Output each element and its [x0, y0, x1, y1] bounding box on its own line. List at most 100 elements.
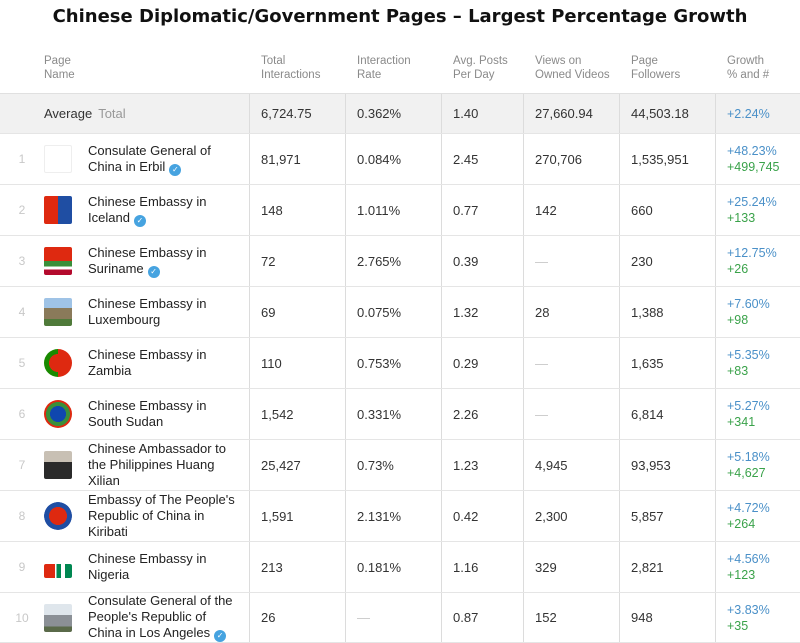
page-followers: 1,635 [631, 355, 664, 371]
column-divider [619, 185, 620, 235]
posts-per-day: 1.23 [453, 457, 479, 473]
video-views: 329 [535, 559, 557, 575]
rank-number: 4 [18, 305, 26, 319]
header-text: Page [631, 55, 658, 67]
growth-cell: +25.24% +133 [727, 185, 777, 235]
page-name-link[interactable]: Chinese Embassy in Luxembourg [88, 287, 248, 337]
table-row[interactable]: 7 Chinese Ambassador to the Philippines Hu… [0, 439, 800, 490]
interaction-rate: 0.084% [357, 151, 402, 167]
rank-number: 5 [18, 356, 26, 370]
column-divider [715, 287, 716, 337]
header-text: Views on [535, 55, 582, 67]
header-text: % and # [727, 69, 770, 81]
header-posts-per-day[interactable]: Avg. Posts Per Day [453, 54, 508, 82]
page-name-link[interactable]: Chinese Embassy in Nigeria [88, 542, 248, 592]
video-views: — [535, 253, 548, 269]
page-followers: 1,535,951 [631, 151, 689, 167]
posts-per-day: 0.87 [453, 610, 479, 625]
growth-percent: +25.24% [727, 195, 777, 209]
total-interactions: 148 [261, 202, 283, 218]
column-divider [715, 236, 716, 286]
page-avatar[interactable] [44, 338, 74, 388]
header-interactions[interactable]: Total Interactions [261, 54, 320, 82]
growth-cell: +48.23% +499,745 [727, 134, 779, 184]
column-divider [249, 389, 250, 439]
column-divider [345, 542, 346, 592]
column-divider [441, 338, 442, 388]
column-divider [441, 134, 442, 184]
column-divider [249, 236, 250, 286]
growth-cell: +3.83% +35 [727, 593, 770, 642]
column-divider [249, 593, 250, 642]
page-avatar[interactable] [44, 389, 74, 439]
header-followers[interactable]: Page Followers [631, 54, 680, 82]
page-name-link[interactable]: Chinese Embassy in Zambia [88, 338, 248, 388]
table-row[interactable]: 1 Consulate General of China in Erbil ✓ 81,9… [0, 133, 800, 184]
table-row[interactable]: 5 Chinese Embassy in Zambia 110 0.753% 0.29 — 1… [0, 337, 800, 388]
page-name-link[interactable]: Consulate General of China in Erbil ✓ [88, 134, 248, 184]
table-row[interactable]: 6 Chinese Embassy in South Sudan 1,542 0.331… [0, 388, 800, 439]
page-avatar[interactable] [44, 593, 74, 642]
page-avatar[interactable] [44, 287, 74, 337]
page-avatar[interactable] [44, 236, 74, 286]
page-name-link[interactable]: Chinese Embassy in Iceland ✓ [88, 185, 248, 235]
header-growth[interactable]: Growth % and # [727, 54, 769, 82]
rank-number: 7 [18, 458, 26, 472]
column-divider [715, 389, 716, 439]
column-divider [345, 440, 346, 490]
interaction-rate: 0.753% [357, 355, 402, 371]
column-divider [715, 134, 716, 184]
average-rate: 0.362% [357, 106, 402, 121]
column-divider [249, 287, 250, 337]
ambassador-portrait-icon [44, 451, 72, 479]
posts-per-day: 0.29 [453, 355, 479, 371]
china-nigeria-flags-icon [44, 563, 72, 578]
posts-per-day: 0.42 [453, 508, 479, 524]
growth-percent: +4.56% [727, 552, 770, 566]
column-divider [345, 236, 346, 286]
page-name-link[interactable]: Embassy of The People's Republic of China… [88, 491, 248, 541]
table-row[interactable]: 8 Embassy of The People's Republic of Chin… [0, 490, 800, 541]
page-avatar[interactable] [44, 134, 74, 184]
growth-percent: +3.83% [727, 602, 770, 617]
page-name-link[interactable]: Consulate General of the People's Republi… [88, 593, 248, 642]
page-followers: 1,388 [631, 304, 664, 320]
column-divider [619, 236, 620, 286]
total-interactions: 26 [261, 610, 276, 625]
growth-percent: +7.60% [727, 297, 770, 311]
interaction-rate: 0.075% [357, 304, 402, 320]
column-divider [523, 185, 524, 235]
page-avatar[interactable] [44, 440, 74, 490]
header-text: Name [44, 69, 75, 81]
page-avatar[interactable] [44, 185, 74, 235]
table-row[interactable]: 4 Chinese Embassy in Luxembourg 69 0.075% 1.3… [0, 286, 800, 337]
column-divider [345, 134, 346, 184]
page-name-link[interactable]: Chinese Embassy in Suriname ✓ [88, 236, 248, 286]
header-views[interactable]: Views on Owned Videos [535, 54, 610, 82]
page-name-line: Nigeria [88, 567, 130, 582]
page-name-line: Consulate General of the [88, 593, 233, 608]
table-row[interactable]: 10 Consulate General of the People's Repub… [0, 592, 800, 643]
page-avatar[interactable] [44, 542, 74, 592]
column-divider [345, 338, 346, 388]
page-name-link[interactable]: Chinese Embassy in South Sudan [88, 389, 248, 439]
growth-percent: +5.35% [727, 348, 770, 362]
page-followers: 93,953 [631, 457, 671, 473]
table-row[interactable]: 2 Chinese Embassy in Iceland ✓ 148 1.011% 0.77… [0, 184, 800, 235]
column-divider [523, 542, 524, 592]
page-name-line: Consulate General of [88, 142, 211, 158]
page-name-line: Republic of China in [88, 508, 205, 523]
table-row[interactable]: 9 Chinese Embassy in Nigeria 213 0.181% 1.16 3… [0, 541, 800, 592]
page-name-link[interactable]: Chinese Ambassador to the Philippines Hua… [88, 440, 248, 490]
column-divider [345, 491, 346, 541]
growth-number: +123 [727, 568, 756, 582]
china-zambia-flags-icon [44, 349, 72, 377]
header-rate[interactable]: Interaction Rate [357, 54, 411, 82]
column-divider [715, 542, 716, 592]
header-page-name[interactable]: Page Name [44, 54, 75, 82]
column-divider [345, 389, 346, 439]
growth-number: +4,627 [727, 466, 766, 480]
table-row[interactable]: 3 Chinese Embassy in Suriname ✓ 72 2.765% 0.39… [0, 235, 800, 286]
china-suriname-flags-icon [44, 247, 72, 275]
page-avatar[interactable] [44, 491, 74, 541]
